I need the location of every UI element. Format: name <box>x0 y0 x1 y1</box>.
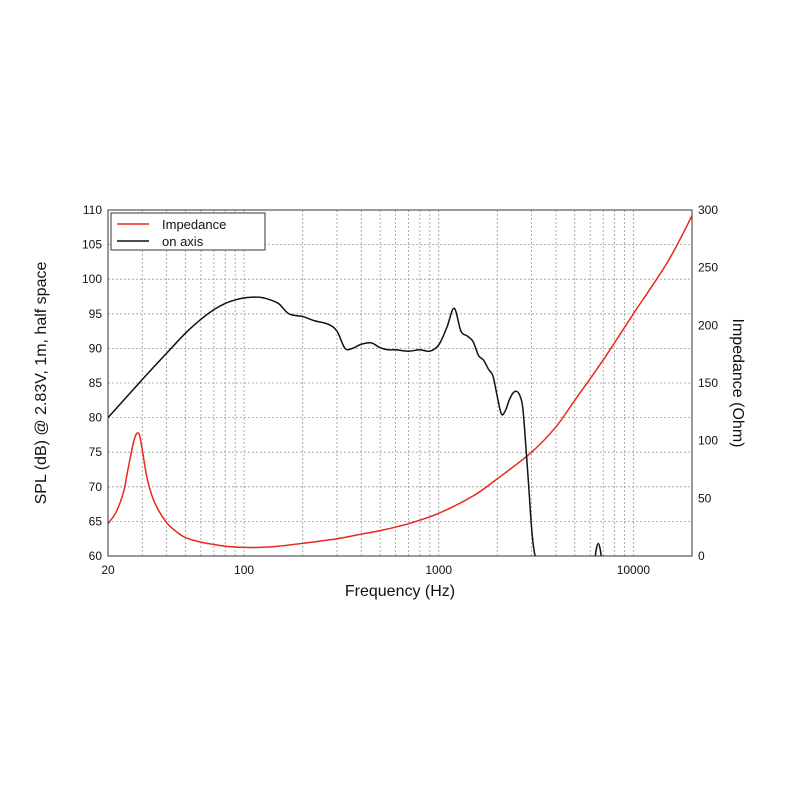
y-tick-label-left: 110 <box>83 203 102 217</box>
y-tick-label-right: 300 <box>698 203 718 217</box>
grid <box>108 210 692 556</box>
y-tick-label-right: 150 <box>698 376 718 390</box>
series-line-on-axis <box>108 296 537 556</box>
legend-label-impedance: Impedance <box>162 217 226 232</box>
legend-label-on-axis: on axis <box>162 234 204 249</box>
x-axis-title: Frequency (Hz) <box>345 583 455 600</box>
legend: Impedance on axis <box>110 212 266 251</box>
series-line-on-axis-fragment <box>594 542 602 556</box>
y-tick-label-right: 200 <box>698 318 718 332</box>
y-tick-label-left: 60 <box>89 549 103 563</box>
y-tick-label-left: 65 <box>89 514 103 528</box>
y-tick-label-right: 50 <box>698 491 712 505</box>
x-tick-label: 1000 <box>425 563 452 577</box>
y-tick-label-left: 105 <box>82 238 102 252</box>
y-tick-label-right: 250 <box>698 261 718 275</box>
x-tick-label: 100 <box>234 563 254 577</box>
y-tick-label-left: 85 <box>89 376 103 390</box>
tick-labels: 60 65 70 75 80 85 90 95 100 105 110 0 50 100 150 200 250… <box>82 203 718 577</box>
y-tick-label-right: 0 <box>698 549 705 563</box>
legend-box <box>110 212 266 251</box>
y-tick-label-left: 95 <box>89 307 103 321</box>
y-tick-label-left: 100 <box>82 272 102 286</box>
series-line-impedance <box>108 215 692 549</box>
y-tick-label-left: 80 <box>89 411 103 425</box>
y-tick-label-left: 90 <box>89 341 103 355</box>
y-axis-title-left: SPL (dB) @ 2.83V, 1m, half space <box>33 262 50 505</box>
y-tick-label-left: 75 <box>89 445 103 459</box>
x-tick-label: 20 <box>101 563 115 577</box>
x-tick-label: 10000 <box>617 563 651 577</box>
series-layer <box>108 215 692 556</box>
plot-frame <box>107 209 693 557</box>
y-tick-label-right: 100 <box>698 434 718 448</box>
y-axis-title-right: Impedance (Ohm) <box>729 319 746 448</box>
y-tick-label-left: 70 <box>89 480 103 494</box>
